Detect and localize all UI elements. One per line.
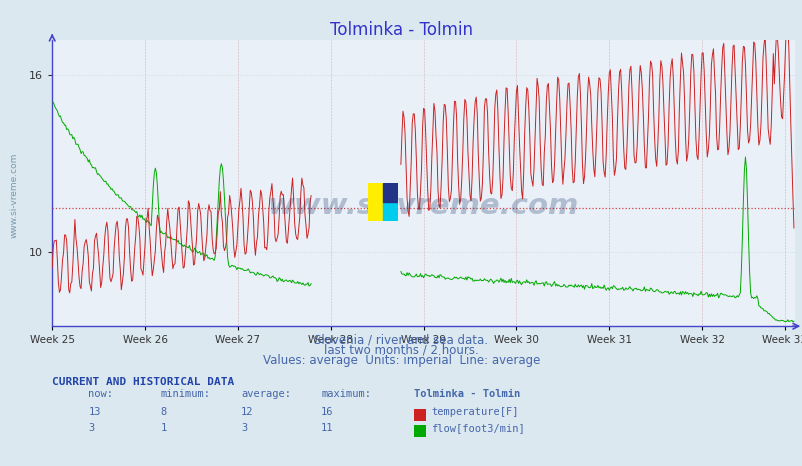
Text: average:: average: [241, 390, 290, 399]
Text: Slovenia / river and sea data.: Slovenia / river and sea data. [314, 333, 488, 346]
Text: minimum:: minimum: [160, 390, 210, 399]
Text: 8: 8 [160, 407, 167, 417]
Text: Values: average  Units: imperial  Line: average: Values: average Units: imperial Line: av… [262, 354, 540, 367]
Bar [383, 202, 398, 221]
Text: 12: 12 [241, 407, 253, 417]
Text: 1: 1 [160, 423, 167, 433]
Text: Tolminka - Tolmin: Tolminka - Tolmin [330, 21, 472, 39]
Text: temperature[F]: temperature[F] [431, 407, 518, 417]
Text: 16: 16 [321, 407, 334, 417]
Text: 13: 13 [88, 407, 101, 417]
Text: now:: now: [88, 390, 113, 399]
Bar [383, 183, 398, 202]
Text: flow[foot3/min]: flow[foot3/min] [431, 423, 525, 433]
Text: 11: 11 [321, 423, 334, 433]
Text: www.si-vreme.com: www.si-vreme.com [268, 192, 578, 220]
Text: 3: 3 [241, 423, 247, 433]
Text: 3: 3 [88, 423, 95, 433]
Text: last two months / 2 hours.: last two months / 2 hours. [324, 343, 478, 356]
Text: www.si-vreme.com: www.si-vreme.com [9, 153, 18, 239]
Text: maximum:: maximum: [321, 390, 371, 399]
Text: CURRENT AND HISTORICAL DATA: CURRENT AND HISTORICAL DATA [52, 377, 234, 387]
Bar [367, 183, 383, 221]
Text: Tolminka - Tolmin: Tolminka - Tolmin [413, 390, 519, 399]
